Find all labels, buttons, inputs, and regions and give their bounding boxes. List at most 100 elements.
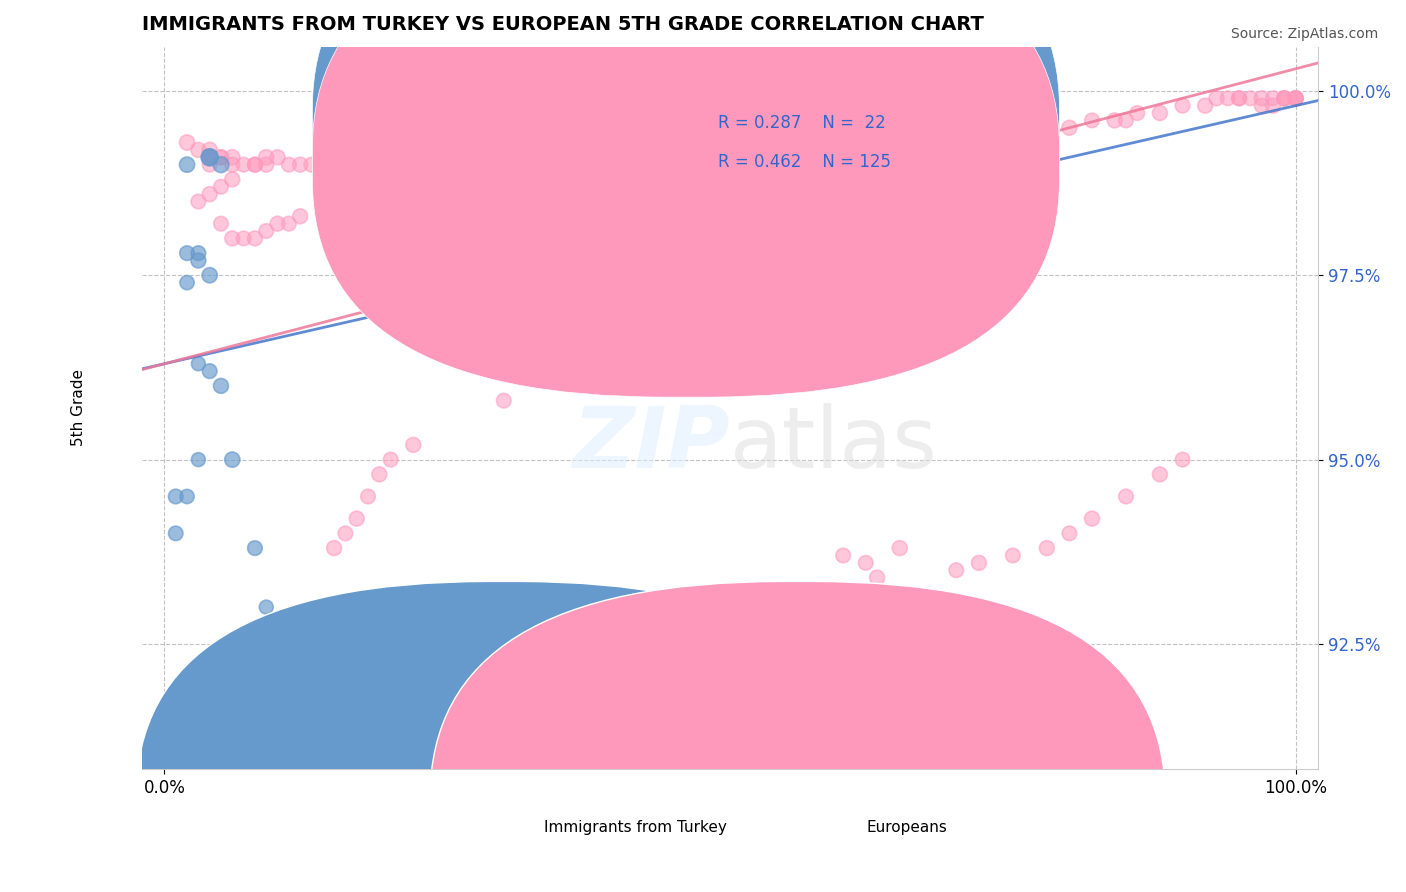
Point: [1285, 91, 1308, 105]
Point: [221, 172, 243, 186]
Point: [492, 393, 515, 408]
Point: [277, 217, 299, 231]
Point: [335, 158, 357, 172]
Point: [187, 452, 209, 467]
Point: [187, 194, 209, 209]
Point: [288, 158, 311, 172]
Point: [436, 172, 458, 186]
Point: [990, 128, 1012, 143]
Point: [187, 253, 209, 268]
Point: [323, 541, 346, 555]
Point: [628, 194, 651, 209]
Point: [945, 563, 967, 577]
Point: [254, 224, 277, 238]
Point: [550, 172, 572, 186]
Point: [1104, 113, 1126, 128]
Point: [718, 319, 741, 334]
Text: IMMIGRANTS FROM TURKEY VS EUROPEAN 5TH GRADE CORRELATION CHART: IMMIGRANTS FROM TURKEY VS EUROPEAN 5TH G…: [142, 15, 984, 34]
Point: [198, 187, 221, 202]
Point: [866, 571, 889, 585]
Point: [288, 673, 311, 688]
Point: [187, 143, 209, 157]
Point: [198, 150, 221, 164]
Point: [583, 209, 606, 223]
FancyBboxPatch shape: [312, 0, 1060, 358]
Point: [288, 209, 311, 223]
Point: [221, 231, 243, 245]
Point: [165, 526, 187, 541]
Point: [1012, 128, 1035, 143]
Point: [254, 600, 277, 615]
Point: [335, 526, 357, 541]
Point: [1272, 91, 1295, 105]
Text: Source: ZipAtlas.com: Source: ZipAtlas.com: [1230, 27, 1378, 41]
Point: [357, 158, 380, 172]
Point: [209, 150, 232, 164]
Point: [176, 490, 198, 504]
Point: [1285, 91, 1308, 105]
Point: [243, 158, 266, 172]
Point: [346, 158, 368, 172]
Point: [243, 541, 266, 555]
Point: [198, 143, 221, 157]
FancyBboxPatch shape: [430, 582, 1166, 892]
Point: [900, 136, 922, 150]
Point: [718, 165, 741, 179]
Point: [254, 150, 277, 164]
Point: [165, 490, 187, 504]
FancyBboxPatch shape: [641, 90, 995, 206]
Point: [209, 217, 232, 231]
Point: [1216, 91, 1239, 105]
Point: [1272, 91, 1295, 105]
Point: [458, 187, 481, 202]
Point: [889, 541, 911, 555]
Point: [696, 172, 718, 186]
Point: [209, 379, 232, 393]
Point: [243, 158, 266, 172]
Point: [1205, 91, 1227, 105]
Point: [312, 150, 335, 164]
Point: [651, 187, 673, 202]
Point: [1194, 98, 1216, 112]
Point: [718, 342, 741, 356]
Point: [243, 231, 266, 245]
Point: [447, 179, 470, 194]
Point: [855, 143, 877, 157]
Point: [221, 150, 243, 164]
FancyBboxPatch shape: [136, 582, 872, 892]
Point: [209, 179, 232, 194]
Point: [232, 231, 254, 245]
Point: [1261, 91, 1284, 105]
Y-axis label: 5th Grade: 5th Grade: [72, 369, 86, 447]
Point: [198, 364, 221, 378]
Point: [1171, 452, 1194, 467]
Point: [492, 202, 515, 216]
Point: [301, 158, 323, 172]
Point: [1126, 106, 1149, 120]
Point: [198, 158, 221, 172]
Point: [357, 490, 380, 504]
Text: Europeans: Europeans: [866, 820, 948, 835]
Point: [198, 150, 221, 164]
Point: [673, 179, 696, 194]
Point: [1081, 113, 1104, 128]
Point: [1149, 106, 1171, 120]
Point: [402, 165, 425, 179]
Point: [810, 143, 832, 157]
Point: [176, 276, 198, 290]
Point: [380, 452, 402, 467]
Point: [1115, 113, 1137, 128]
Point: [198, 150, 221, 164]
Point: [470, 194, 492, 209]
Point: [1059, 526, 1081, 541]
Point: [1227, 91, 1250, 105]
Point: [176, 246, 198, 260]
Point: [775, 143, 797, 157]
Point: [301, 711, 323, 725]
Point: [775, 305, 797, 319]
Point: [436, 187, 458, 202]
Point: [323, 202, 346, 216]
Point: [889, 128, 911, 143]
Point: [254, 158, 277, 172]
Text: R = 0.287    N =  22: R = 0.287 N = 22: [718, 113, 886, 131]
